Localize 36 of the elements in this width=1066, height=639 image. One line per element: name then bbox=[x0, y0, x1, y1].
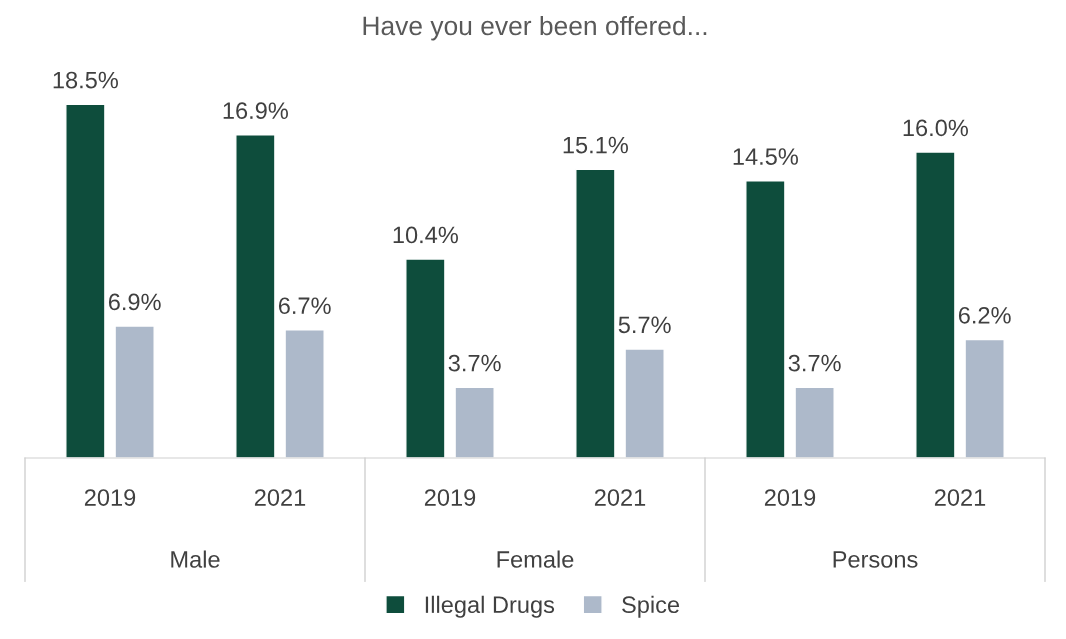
x-tick-label: 2019 bbox=[764, 489, 816, 506]
text: Female bbox=[497, 550, 574, 568]
data-label: 3.7% bbox=[448, 354, 501, 372]
bar bbox=[794, 386, 835, 458]
bar bbox=[624, 348, 665, 458]
text: Persons bbox=[833, 551, 918, 568]
data-label: 16.0% bbox=[903, 119, 968, 137]
bar bbox=[454, 386, 495, 458]
legend-label: Illegal Drugs bbox=[425, 595, 555, 618]
bar bbox=[915, 151, 956, 458]
bar bbox=[745, 180, 786, 458]
x-tick-label: 2021 bbox=[934, 489, 986, 506]
data-label: 3.7% bbox=[788, 354, 841, 372]
data-label: 15.1% bbox=[563, 136, 628, 154]
data-label: 6.7% bbox=[278, 297, 331, 315]
data-label: 10.4% bbox=[393, 226, 458, 244]
bar bbox=[284, 329, 325, 458]
bar bbox=[235, 134, 276, 458]
bar bbox=[114, 325, 155, 458]
legend-label: Spice bbox=[622, 595, 680, 618]
data-label: 6.2% bbox=[958, 306, 1011, 324]
data-label: 5.7% bbox=[618, 316, 671, 334]
x-tick-label: 2019 bbox=[424, 489, 476, 506]
text: Male bbox=[171, 550, 220, 568]
chart-title: Have you ever been offered... bbox=[363, 15, 707, 41]
x-tick-label: 2021 bbox=[594, 489, 646, 506]
data-label: 6.9% bbox=[108, 293, 161, 311]
bar bbox=[65, 103, 106, 458]
x-tick-label: 2019 bbox=[84, 489, 136, 506]
bar bbox=[575, 168, 616, 458]
bar bbox=[964, 338, 1005, 458]
data-label: 16.9% bbox=[223, 102, 288, 120]
x-tick-label: 2021 bbox=[254, 489, 306, 506]
data-label: 14.5% bbox=[733, 148, 798, 165]
bar bbox=[405, 258, 446, 458]
data-label: 18.5% bbox=[53, 71, 118, 89]
